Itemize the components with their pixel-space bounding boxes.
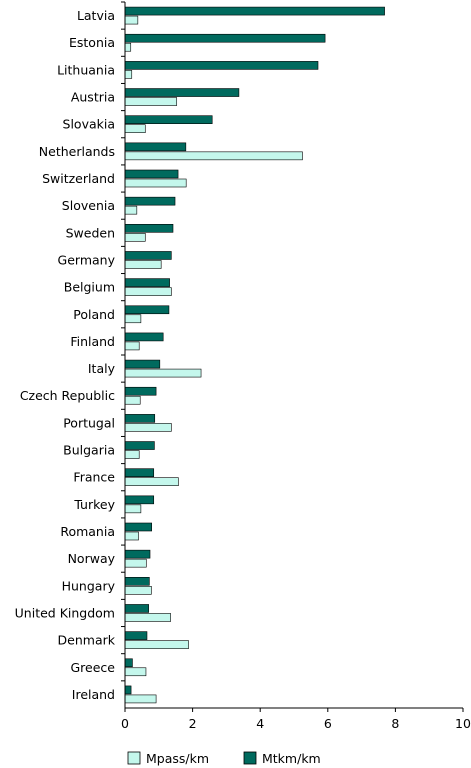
bar-mpass-switzerland [124,178,187,188]
bar-mtkm-poland [124,305,170,315]
x-ticks: 0 2 4 6 8 10 [121,708,471,731]
bar-mtkm-sweden [124,224,174,233]
bar-mtkm-slovakia [124,115,213,124]
bar-mpass-finland [124,341,140,351]
bar-mtkm-finland [124,332,164,342]
category-label-turkey: Turkey [73,497,115,512]
category-label-greece: Greece [71,660,116,675]
bar-mpass-bulgaria [124,450,140,459]
x-tick-label-8: 8 [391,716,399,731]
bar-mtkm-ireland [124,685,132,695]
bar-mtkm-portugal [124,414,156,423]
bar-mtkm-greece [124,658,133,668]
bar-mpass-belgium [124,287,172,296]
category-label-united-kingdom: United Kingdom [15,605,115,620]
bar-mpass-united-kingdom [124,613,171,622]
bar-mtkm-denmark [124,631,148,640]
bar-mpass-lithuania [124,70,133,79]
category-label-ireland: Ireland [72,687,115,702]
bar-mpass-ireland [124,694,157,704]
bar-mtkm-estonia [124,33,326,43]
bar-mtkm-united-kingdom [124,604,149,613]
bar-mpass-sweden [124,233,146,242]
category-label-norway: Norway [68,551,116,566]
category-label-finland: Finland [70,334,115,349]
category-label-denmark: Denmark [58,633,116,648]
legend-label-mtkm: Mtkm/km [262,751,321,766]
legend: Mpass/km Mtkm/km [127,751,321,766]
category-label-austria: Austria [71,90,115,105]
bar-mpass-italy [124,368,202,378]
category-label-lithuania: Lithuania [57,62,115,77]
bar-mtkm-romania [124,522,153,532]
bar-mtkm-austria [124,88,240,97]
bar-mpass-slovenia [124,205,138,215]
bar-mpass-denmark [124,640,189,649]
bar-mtkm-netherlands [124,142,187,152]
category-label-germany: Germany [58,252,116,267]
bar-mpass-hungary [124,586,152,595]
category-label-france: France [73,470,115,485]
bar-mpass-turkey [124,504,142,514]
bar-mpass-czech-republic [124,395,141,405]
category-label-bulgaria: Bulgaria [63,443,115,458]
bar-mpass-germany [124,260,162,269]
bars-group [124,6,385,704]
x-tick-label-0: 0 [121,716,129,731]
bar-mtkm-bulgaria [124,441,155,450]
bar-mpass-latvia [124,15,139,25]
bar-mpass-estonia [124,42,132,52]
x-tick-label-6: 6 [324,716,332,731]
bar-mtkm-hungary [124,577,150,586]
category-label-switzerland: Switzerland [42,171,115,186]
legend-swatch-mtkm [243,751,257,765]
category-label-hungary: Hungary [62,578,116,593]
bar-mtkm-turkey [124,495,155,505]
bar-mtkm-italy [124,359,161,369]
category-label-sweden: Sweden [66,225,115,240]
legend-swatch-mpass [127,751,141,765]
category-label-belgium: Belgium [64,280,115,295]
category-label-poland: Poland [73,307,115,322]
bar-mpass-portugal [124,423,172,432]
bar-mtkm-belgium [124,278,170,287]
x-tick-label-2: 2 [189,716,197,731]
bar-mtkm-norway [124,549,151,559]
category-label-slovakia: Slovakia [63,117,115,132]
bar-mtkm-slovenia [124,196,176,206]
category-label-romania: Romania [60,524,115,539]
bar-mpass-greece [124,667,147,677]
category-label-portugal: Portugal [63,415,115,430]
legend-label-mpass: Mpass/km [146,751,209,766]
bar-mpass-slovakia [124,124,146,133]
category-label-czech-republic: Czech Republic [20,388,115,403]
bar-mtkm-france [124,468,155,477]
bar-mpass-netherlands [124,151,303,161]
bar-mpass-poland [124,314,142,324]
bar-mpass-france [124,477,179,486]
category-labels: Latvia Estonia Lithuania Austria Slovakia Net… [15,1,125,702]
bar-mtkm-czech-republic [124,386,157,396]
x-tick-label-4: 4 [256,716,264,731]
category-label-italy: Italy [88,361,116,376]
bar-mtkm-switzerland [124,169,179,179]
bar-mpass-romania [124,531,139,541]
bar-mtkm-lithuania [124,61,319,70]
category-label-estonia: Estonia [69,35,115,50]
bar-mtkm-latvia [124,6,385,16]
category-label-slovenia: Slovenia [62,198,115,213]
bar-mpass-austria [124,97,178,106]
category-label-netherlands: Netherlands [39,144,115,159]
x-tick-label-10: 10 [455,716,471,731]
bar-mtkm-germany [124,251,172,260]
bar-mpass-norway [124,558,147,568]
category-label-latvia: Latvia [77,8,115,23]
